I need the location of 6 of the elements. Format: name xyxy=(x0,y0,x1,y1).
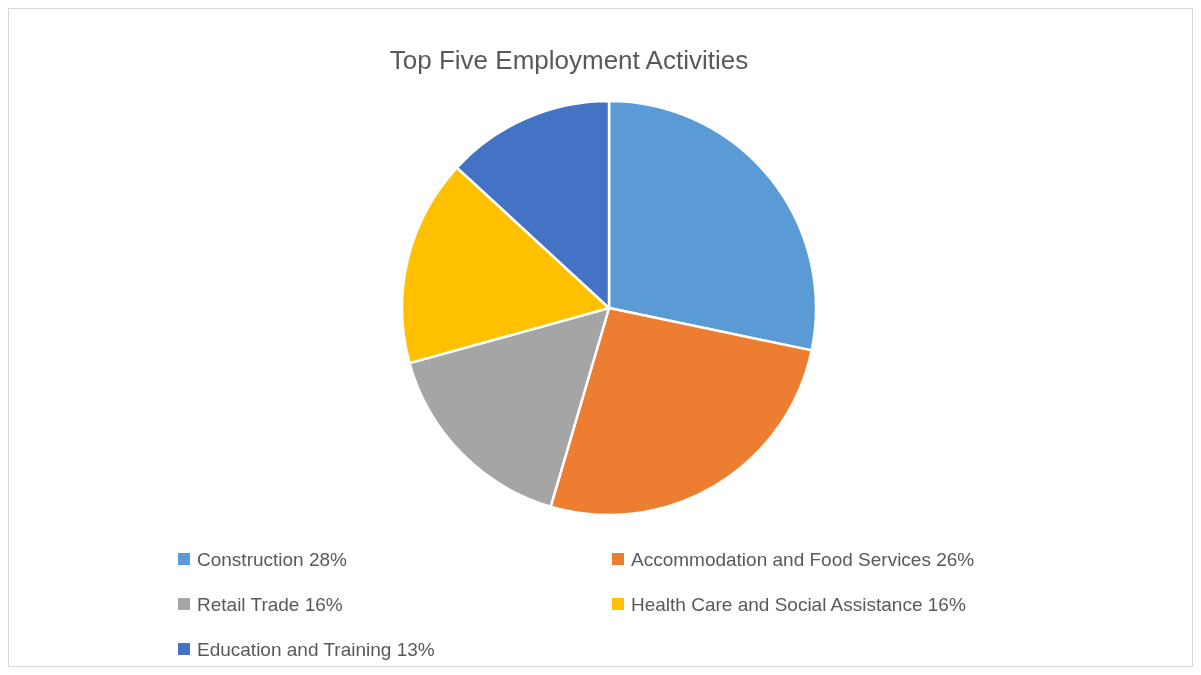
legend-label: Health Care and Social Assistance 16% xyxy=(631,593,966,615)
legend-label: Accommodation and Food Services 26% xyxy=(631,548,975,570)
chart-title: Top Five Employment Activities xyxy=(389,45,749,75)
legend-label: Construction 28% xyxy=(197,548,348,570)
legend-label: Education and Training 13% xyxy=(197,638,435,660)
legend-label: Retail Trade 16% xyxy=(197,593,343,615)
